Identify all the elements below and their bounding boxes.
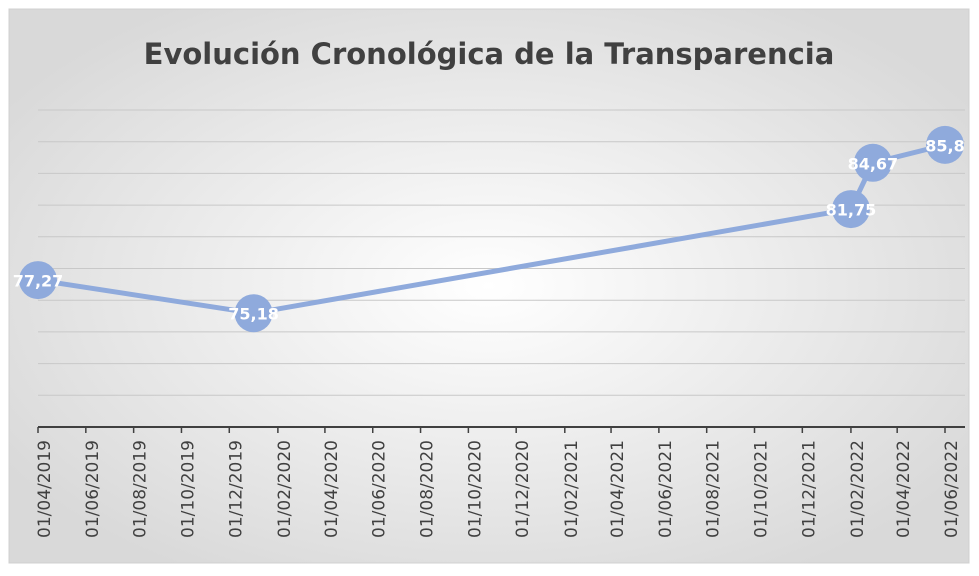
x-tick-label: 01/10/2021 — [752, 440, 772, 538]
x-tick-label: 01/04/2022 — [894, 440, 914, 538]
x-tick-label: 01/08/2021 — [704, 440, 724, 538]
x-tick-label: 01/06/2019 — [83, 440, 103, 538]
x-tick-label: 01/08/2019 — [131, 440, 151, 538]
x-tick-label: 01/02/2022 — [848, 440, 868, 538]
x-tick-label: 01/04/2020 — [322, 440, 342, 538]
point — [853, 143, 892, 182]
x-tick-label: 01/04/2021 — [608, 440, 628, 538]
data-label: 84,67 — [848, 154, 899, 173]
chart-area — [8, 8, 970, 564]
x-tick-label: 01/08/2020 — [418, 440, 438, 538]
data-label: 77,27 — [13, 272, 64, 291]
point — [19, 261, 57, 300]
point — [831, 190, 870, 229]
data-label: 85,8 — [925, 136, 964, 155]
x-tick-label: 01/06/2022 — [942, 440, 962, 538]
point — [234, 294, 273, 333]
x-tick-label: 01/06/2020 — [370, 440, 390, 538]
chart-title: Evolución Cronológica de la Transparenci… — [144, 37, 835, 71]
x-tick-label: 01/10/2019 — [178, 440, 198, 538]
point — [926, 125, 964, 164]
x-tick-label: 01/12/2021 — [799, 440, 819, 538]
x-tick-label: 01/12/2019 — [226, 440, 246, 538]
x-tick-label: 01/06/2021 — [656, 440, 676, 538]
x-tick-label: 01/04/2019 — [35, 440, 55, 538]
data-label: 75,18 — [228, 305, 279, 324]
x-tick-label: 01/12/2020 — [513, 440, 533, 538]
data-label: 81,75 — [826, 201, 877, 220]
x-tick-label: 01/02/2020 — [275, 440, 295, 538]
x-tick-label: 01/02/2021 — [562, 440, 582, 538]
x-tick-label: 01/10/2020 — [465, 440, 485, 538]
